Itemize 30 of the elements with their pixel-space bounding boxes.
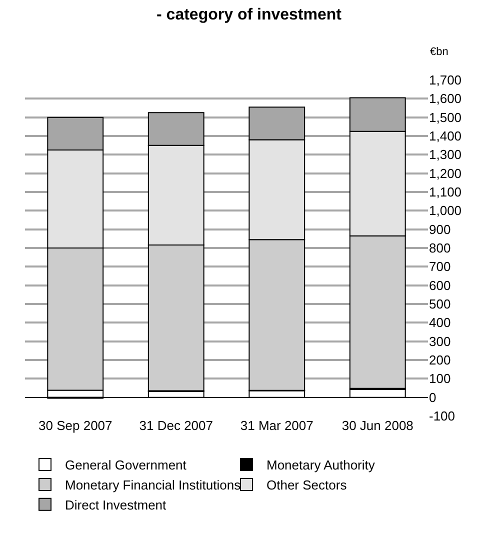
y-tick-label: 900 xyxy=(429,222,451,237)
y-tick-label: 1,100 xyxy=(429,184,462,200)
legend-label: General Government xyxy=(65,458,187,473)
y-tick-label: 700 xyxy=(429,259,451,274)
y-tick-label: 200 xyxy=(429,352,451,368)
y-tick-label: 400 xyxy=(429,315,451,330)
x-tick-label: 30 Sep 2007 xyxy=(38,418,112,433)
y-tick-label: 0 xyxy=(429,390,436,405)
y-tick-label: 600 xyxy=(429,278,451,293)
y-tick-label: 1,400 xyxy=(429,128,462,144)
legend-label: Direct Investment xyxy=(65,497,167,512)
y-tick-label: 500 xyxy=(429,296,451,312)
y-tick-label: 1,500 xyxy=(429,110,462,125)
chart-title: - category of investment xyxy=(156,6,342,24)
legend-label: Monetary Financial Institutions xyxy=(65,478,242,493)
y-tick-label: -100 xyxy=(429,408,456,424)
x-tick-label: 30 Jun 2008 xyxy=(342,418,414,433)
legend-label: Other Sectors xyxy=(266,478,348,493)
y-tick-label: 1,700 xyxy=(429,72,462,88)
x-tick-label: 31 Dec 2007 xyxy=(139,418,213,433)
y-tick-label: 100 xyxy=(429,371,451,386)
x-tick-label: 31 Mar 2007 xyxy=(240,418,314,433)
legend-label: Monetary Authority xyxy=(266,458,376,473)
y-axis-title: €bn xyxy=(430,46,448,58)
y-tick-label: 1,600 xyxy=(429,91,462,106)
y-tick-label: 1,000 xyxy=(429,203,462,218)
y-tick-label: 1,300 xyxy=(429,147,462,162)
y-tick-label: 1,200 xyxy=(429,166,462,181)
y-tick-label: 300 xyxy=(429,334,451,349)
y-tick-label: 800 xyxy=(429,240,451,256)
